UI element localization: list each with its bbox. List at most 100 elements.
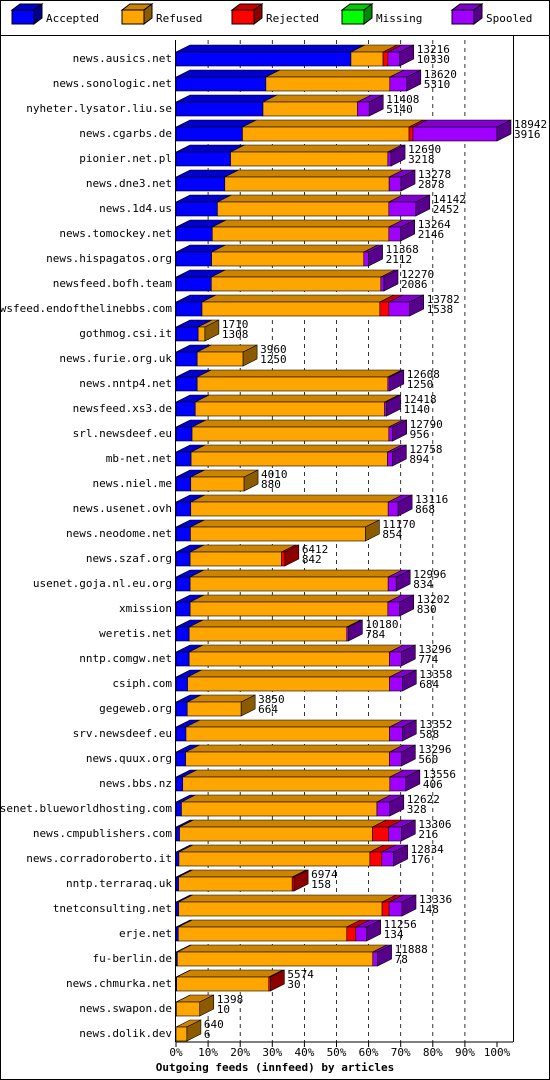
y-tick-label: newsfeed.endofthelinebbs.com — [0, 302, 172, 315]
bar-side — [400, 219, 416, 242]
bar-segment — [242, 126, 410, 142]
legend-swatch — [121, 9, 145, 25]
offered-label: 13352 — [419, 718, 452, 731]
accepted-label: 1250 — [407, 378, 434, 391]
bar-segment — [387, 501, 399, 517]
bar-segment — [175, 651, 190, 667]
offered-label: 14142 — [433, 193, 466, 206]
bar-segment — [178, 869, 307, 878]
offered-label: 13358 — [419, 668, 452, 681]
y-tick-label: usenet.blueworldhosting.com — [0, 802, 172, 815]
bar-segment — [381, 851, 394, 867]
bar-segment — [179, 819, 387, 828]
y-tick-label: news.cgarbs.de — [79, 127, 172, 140]
accepted-label: 684 — [419, 678, 439, 691]
offered-label: 12758 — [409, 443, 442, 456]
bar-segment — [189, 544, 296, 553]
offered-label: 13216 — [417, 43, 450, 56]
y-tick-label: mb-net.net — [106, 452, 172, 465]
offered-label: 13336 — [419, 893, 452, 906]
bar-segment — [187, 669, 404, 678]
bar-side — [377, 944, 392, 967]
offered-label: 12996 — [413, 568, 446, 581]
bar-segment — [178, 894, 397, 903]
bar-side — [284, 544, 300, 567]
legend-swatch — [253, 3, 263, 25]
y-tick-label: news.cmpublishers.com — [33, 827, 172, 840]
bar-segment — [372, 826, 389, 842]
bar-segment — [379, 301, 390, 317]
bar-segment — [262, 94, 372, 103]
bar-segment — [389, 726, 403, 742]
bar-segment — [389, 76, 408, 92]
accepted-label: 406 — [423, 778, 443, 791]
offered-label: 13556 — [423, 768, 456, 781]
x-tick-label: 20% — [230, 1046, 250, 1059]
offered-label: 13306 — [418, 818, 451, 831]
offered-label: 13264 — [418, 218, 451, 231]
bar-segment — [355, 926, 367, 942]
bar-segment — [387, 451, 393, 467]
bar-side — [399, 44, 415, 67]
bar-segment — [175, 851, 180, 867]
offered-label: 3850 — [258, 693, 285, 706]
bar-segment — [389, 776, 407, 792]
y-tick-label: fu-berlin.de — [93, 952, 172, 965]
accepted-label: 3916 — [514, 128, 541, 141]
y-tick-label: pionier.net.pl — [79, 152, 172, 165]
accepted-label: 176 — [411, 853, 431, 866]
x-axis-title: Outgoing feeds (innfeed) by articles — [156, 1061, 394, 1074]
bar-segment — [262, 101, 358, 117]
bar-side — [392, 444, 407, 467]
y-tick-label: csiph.com — [112, 677, 172, 690]
bar-side — [399, 594, 415, 617]
bar-segment — [175, 251, 212, 267]
bar-side — [293, 869, 309, 892]
bar-segment — [217, 201, 390, 217]
y-tick-label: newsfeed.bofh.team — [53, 277, 173, 290]
bar-side — [242, 344, 258, 367]
bar-segment — [175, 101, 264, 117]
y-tick-label: news.niel.me — [93, 477, 172, 490]
bar-segment — [388, 201, 417, 217]
legend-swatch — [363, 3, 373, 25]
bar-side — [409, 294, 424, 317]
bar-segment — [408, 126, 414, 142]
x-tick-label: 90% — [455, 1046, 475, 1059]
y-tick-label: news.ausics.net — [73, 52, 172, 65]
bar-segment — [175, 626, 190, 642]
legend-label: Accepted — [46, 12, 99, 25]
offered-label: 13782 — [427, 293, 460, 306]
x-tick-label: 100% — [484, 1046, 511, 1059]
y-tick-label: news.usenet.ovh — [73, 502, 172, 515]
offered-label: 6974 — [311, 868, 338, 881]
x-tick-label: 10% — [198, 1046, 218, 1059]
accepted-label: 1308 — [222, 328, 249, 341]
bar-segment — [175, 69, 281, 78]
y-tick-label: news.dne3.net — [86, 177, 172, 190]
accepted-label: 560 — [418, 753, 438, 766]
offered-label: 12622 — [407, 793, 440, 806]
bar-segment — [190, 519, 380, 528]
bar-segment — [387, 576, 397, 592]
offered-label: 12270 — [401, 268, 434, 281]
offered-label: 13296 — [418, 743, 451, 756]
bar-side — [243, 469, 259, 492]
x-tick-label: 80% — [423, 1046, 443, 1059]
bar-segment — [175, 176, 226, 192]
offered-label: 13202 — [417, 593, 450, 606]
bar-segment — [224, 176, 390, 192]
bar-segment — [175, 44, 366, 53]
y-tick-label: news.furie.org.uk — [59, 352, 172, 365]
bar-segment — [176, 969, 283, 978]
accepted-label: 3218 — [408, 153, 435, 166]
bar-segment — [177, 926, 348, 942]
bar-side — [186, 1019, 202, 1042]
bar-segment — [185, 719, 404, 728]
offered-label: 10180 — [365, 618, 398, 631]
bar-segment — [175, 1026, 188, 1042]
bar-segment — [175, 326, 199, 342]
bar-segment — [388, 426, 393, 442]
bar-segment — [190, 444, 402, 453]
bar-segment — [175, 376, 198, 392]
